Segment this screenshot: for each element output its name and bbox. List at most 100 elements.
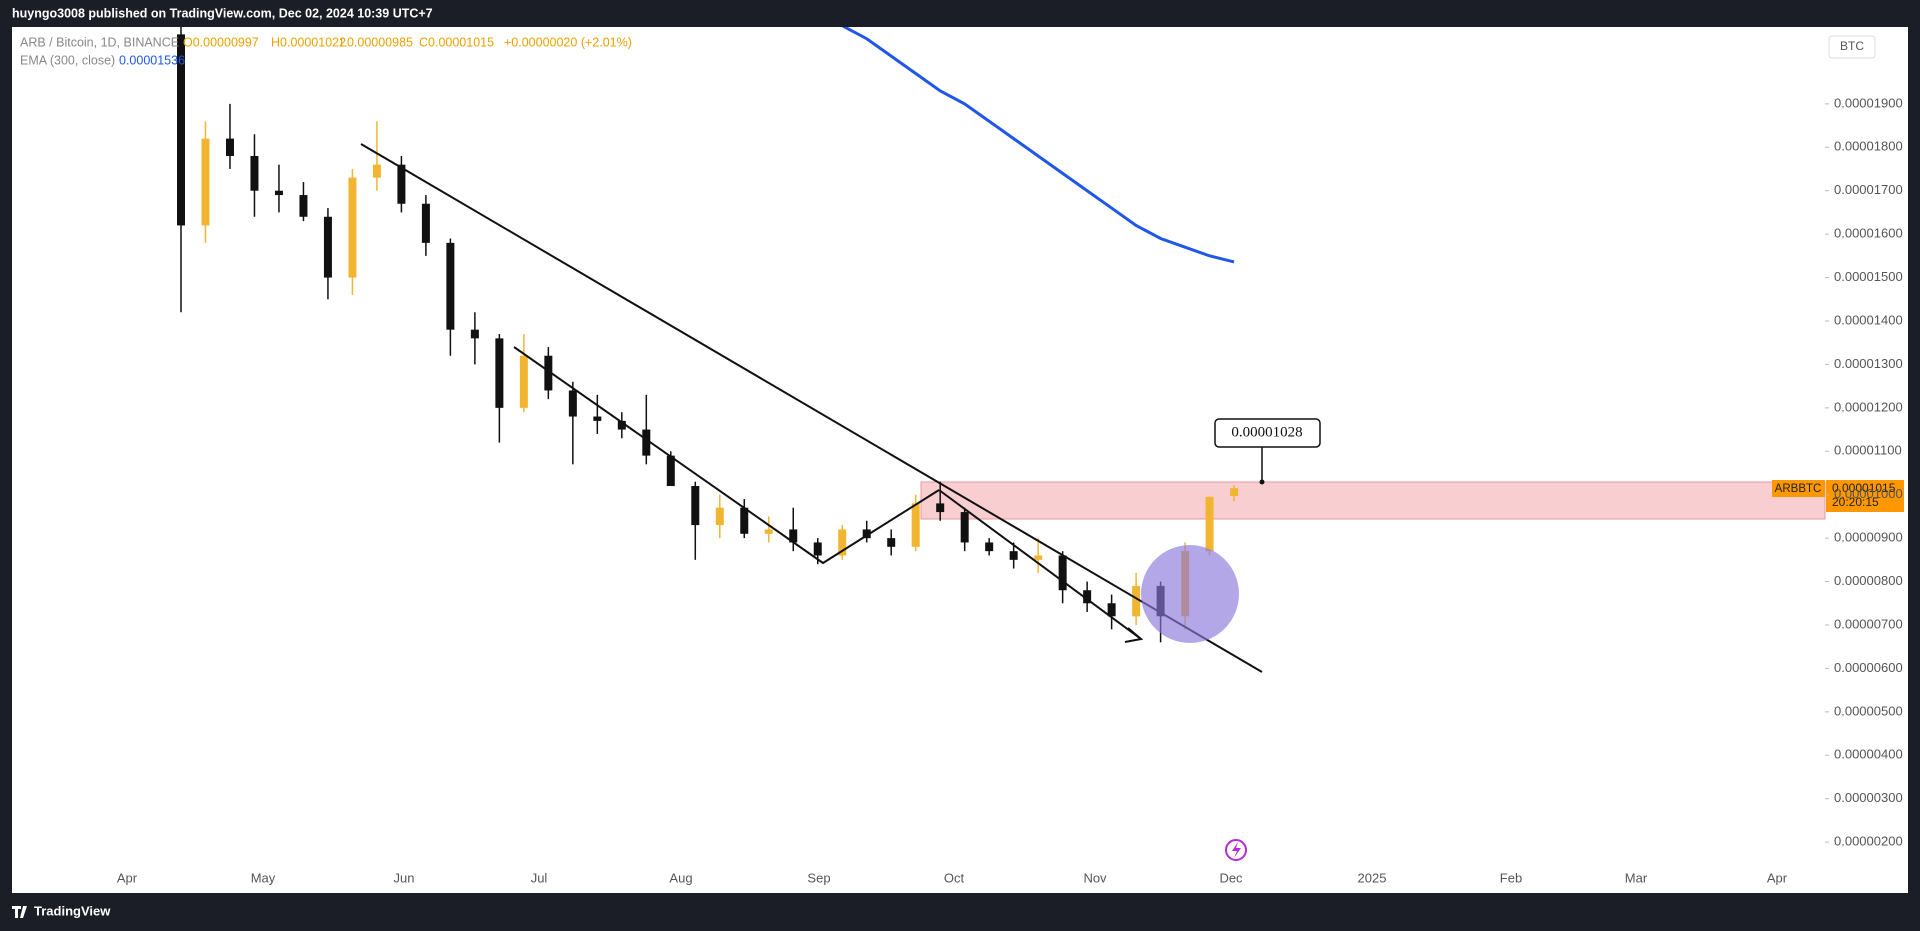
y-tick-label: 0.00000200 (1834, 834, 1903, 849)
candle-body (225, 138, 234, 156)
candle-body (1009, 551, 1018, 560)
candle-body (323, 216, 332, 278)
y-tick-label: 0.00001800 (1834, 139, 1903, 154)
y-tick-label: 0.00000300 (1834, 790, 1903, 805)
legend-change: +0.00000020 (+2.01%) (504, 35, 632, 49)
candle-body (960, 512, 969, 543)
ema-line (841, 27, 1235, 264)
currency-box (1828, 35, 1876, 59)
candle-body (691, 486, 700, 526)
candle-body (495, 338, 504, 408)
y-tick-label: 0.00001400 (1834, 312, 1903, 327)
candle-body (715, 507, 724, 526)
y-tick-label: 0.00000800 (1834, 573, 1903, 588)
ticker: ARBBTC (1775, 483, 1822, 495)
candle-body (1083, 590, 1092, 604)
plot (177, 27, 1239, 643)
x-tick-label: Nov (1083, 870, 1107, 885)
flash-bolt (1232, 842, 1241, 858)
candle-body (617, 420, 626, 430)
x-tick-label: Apr (117, 870, 138, 885)
candle-body (348, 177, 357, 278)
y-tick-label: 0.00001200 (1834, 399, 1903, 414)
candle-body (642, 429, 651, 456)
candle-body (1205, 496, 1214, 552)
y-tick-label: 0.00001300 (1834, 356, 1903, 371)
x-tick-label: Oct (944, 870, 965, 885)
candle-body (813, 542, 822, 556)
annotation-box (1214, 418, 1321, 448)
candle-body (593, 416, 602, 421)
arrow-head (1124, 627, 1144, 643)
y-tick-label: 0.00001000 (1834, 486, 1903, 501)
y-tick-label: 0.00001500 (1834, 269, 1903, 284)
x-tick-label: 2025 (1358, 870, 1387, 885)
chart-area (12, 27, 1908, 893)
trend-arrow (938, 489, 1142, 640)
flash-icon (1225, 839, 1247, 861)
trend-line (360, 143, 1263, 673)
x-tick-label: Mar (1625, 870, 1648, 885)
legend-ema-value: 0.00001536 (119, 53, 185, 67)
legend-low: L0.00000985 (340, 35, 413, 49)
candle-body (838, 529, 847, 556)
y-tick-label: 0.00001100 (1834, 443, 1902, 458)
x-tick-label: May (251, 870, 276, 885)
x-tick-label: Apr (1767, 870, 1788, 885)
price: 0.00001015 (1832, 481, 1896, 495)
candle-body (397, 164, 406, 204)
candle-body (446, 242, 455, 330)
candle-body (544, 355, 553, 391)
candle-body (1058, 555, 1067, 591)
candle-body (177, 34, 185, 226)
candle-body (911, 503, 920, 547)
y-tick-label: 0.00000600 (1834, 660, 1903, 675)
candle-body (568, 390, 577, 417)
candle-body (372, 164, 381, 178)
candle-body (421, 203, 430, 243)
x-tick-label: Dec (1219, 870, 1243, 885)
candle-body (887, 538, 896, 547)
candle-body (299, 195, 308, 217)
candle-body (936, 503, 945, 513)
y-tick-label: 0.00001700 (1834, 182, 1903, 197)
annotation-point (1259, 479, 1265, 485)
candle-body (1132, 585, 1141, 617)
legend-ema: EMA (300, close) (20, 53, 115, 67)
y-tick-label: 0.00001600 (1834, 226, 1903, 241)
x-tick-label: Feb (1500, 870, 1522, 885)
y-tick-label: 0.00000900 (1834, 530, 1903, 545)
currency: BTC (1840, 39, 1864, 53)
legend-symbol: ARB / Bitcoin, 1D, BINANCE (20, 35, 179, 49)
ticker-box (1772, 480, 1825, 497)
candle-body (862, 529, 871, 539)
candle-body (519, 355, 528, 408)
drawings (360, 143, 1263, 673)
candle-body (1107, 603, 1116, 617)
highlight-circle (1141, 545, 1239, 643)
header-text: huyngo3008 published on TradingView.com,… (12, 6, 433, 20)
x-tick-label: Sep (807, 870, 830, 885)
resistance-zone (920, 481, 1826, 520)
y-tick-label: 0.00000700 (1834, 616, 1903, 631)
price-box (1826, 480, 1904, 512)
candle-body (1034, 555, 1043, 560)
candle-body (1230, 488, 1239, 497)
x-tick-label: Jul (531, 870, 548, 885)
annotation-text: 0.00001028 (1231, 424, 1302, 440)
legend-close: C0.00001015 (419, 35, 494, 49)
candle-body (201, 138, 210, 226)
legend-high: H0.00001022 (271, 35, 346, 49)
legend-open: O0.00000997 (183, 35, 259, 49)
candle-body (250, 155, 259, 191)
trend-line (513, 346, 940, 565)
y-tick-label: 0.00000400 (1834, 747, 1903, 762)
candle-body (764, 529, 773, 534)
footer-brand: TradingView (34, 903, 111, 918)
countdown: 20:20:15 (1832, 495, 1879, 509)
x-tick-label: Jun (394, 870, 415, 885)
y-tick-label: 0.00000500 (1834, 703, 1903, 718)
candle-body (740, 507, 749, 534)
candle-body (274, 190, 283, 196)
